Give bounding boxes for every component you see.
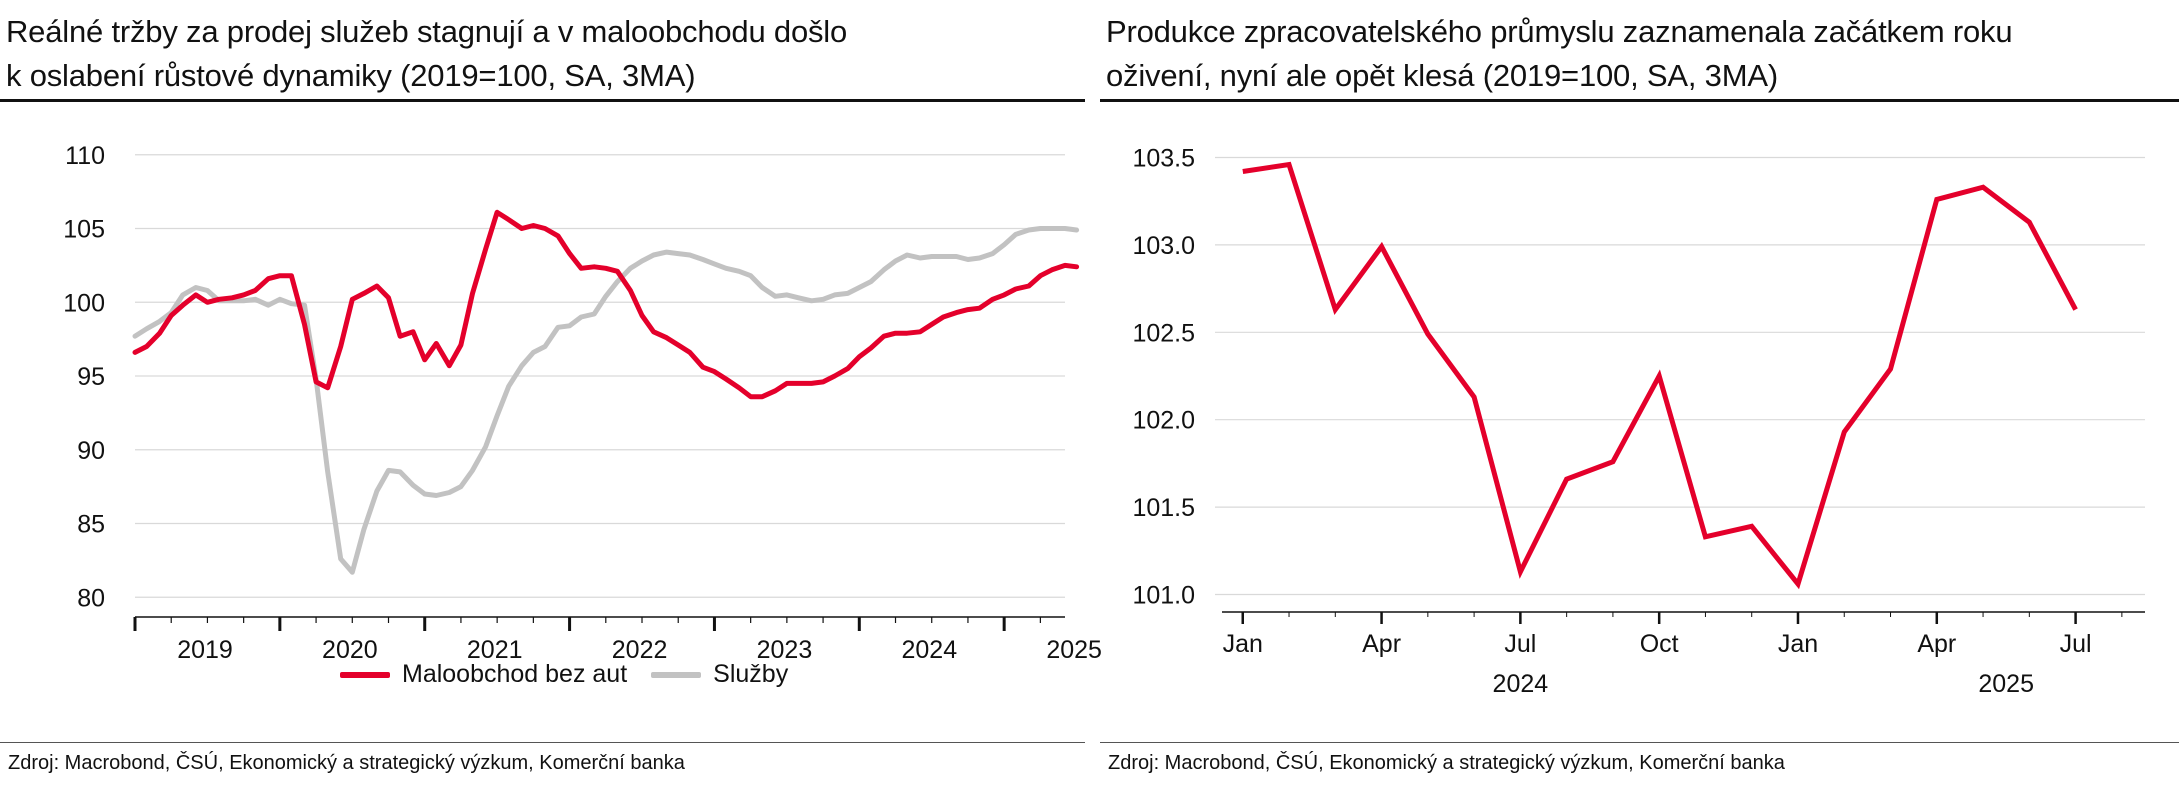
y-tick-label: 103.5 — [1132, 144, 1195, 172]
y-tick-label: 95 — [77, 363, 105, 391]
y-tick-label: 102.0 — [1132, 407, 1195, 435]
x-tick-label: 2025 — [1046, 636, 1102, 664]
left-title-rule — [0, 99, 1085, 102]
y-tick-label: 90 — [77, 437, 105, 465]
x-tick-label: Apr — [1362, 630, 1401, 658]
left-line-chart: 110 105 100 95 90 85 80 2019 2020 2021 2022 2023 202… — [63, 142, 1102, 664]
series-line-retail — [132, 209, 1080, 400]
x-tick-label: 2024 — [901, 636, 957, 664]
legend-item-retail: Maloobchod bez aut — [340, 660, 627, 689]
x-tick-label: 2019 — [177, 636, 233, 664]
legend-swatch-services — [651, 671, 702, 678]
y-tick-label: 100 — [63, 289, 105, 317]
right-panel: Produkce zpracovatelského průmyslu zazna… — [1100, 0, 2179, 800]
x-tick-label: Jan — [1223, 630, 1263, 658]
legend-swatch-retail — [340, 671, 390, 678]
x-tick-label: 2022 — [612, 636, 668, 664]
x-tick-label: Jan — [1778, 630, 1818, 658]
right-line-chart: 103.5 103.0 102.5 102.0 101.5 101.0 Jan Apr Jul O… — [1132, 144, 2145, 698]
x-year-label: 2025 — [1978, 670, 2034, 698]
x-tick-label: 2021 — [467, 636, 523, 664]
series-line-services — [132, 226, 1080, 575]
x-tick-label: Apr — [1917, 630, 1956, 658]
right-chart-title: Produkce zpracovatelského průmyslu zazna… — [1106, 14, 2013, 93]
left-source: Zdroj: Macrobond, ČSÚ, Ekonomický a stra… — [8, 752, 685, 774]
y-tick-label: 80 — [77, 584, 105, 612]
x-tick-label: 2023 — [757, 636, 813, 664]
y-tick-label: 110 — [65, 142, 105, 170]
y-tick-label: 85 — [77, 511, 105, 539]
left-chart-title: Reálné tržby za prodej služeb stagnují a… — [6, 14, 848, 93]
series-line-production — [1242, 161, 2078, 590]
right-source: Zdroj: Macrobond, ČSÚ, Ekonomický a stra… — [1108, 752, 1785, 774]
x-year-label: 2024 — [1493, 670, 1549, 698]
legend-item-services: Služby — [651, 660, 788, 689]
y-tick-label: 101.0 — [1132, 582, 1195, 610]
x-tick-label: 2020 — [322, 636, 378, 664]
x-tick-label: Jul — [2060, 630, 2092, 658]
right-title-rule — [1100, 99, 2179, 102]
left-legend: Maloobchod bez aut Služby — [340, 660, 812, 689]
right-source-rule — [1100, 742, 2179, 743]
legend-label-retail: Maloobchod bez aut — [402, 660, 628, 688]
y-tick-label: 102.5 — [1132, 319, 1195, 347]
y-tick-label: 105 — [63, 216, 105, 244]
legend-label-services: Služby — [713, 660, 789, 688]
y-tick-label: 101.5 — [1132, 494, 1195, 522]
left-source-rule — [0, 742, 1085, 743]
y-tick-label: 103.0 — [1132, 232, 1195, 260]
x-tick-label: Jul — [1504, 630, 1536, 658]
left-panel: Reálné tržby za prodej služeb stagnují a… — [0, 0, 1102, 800]
x-tick-label: Oct — [1640, 630, 1679, 658]
